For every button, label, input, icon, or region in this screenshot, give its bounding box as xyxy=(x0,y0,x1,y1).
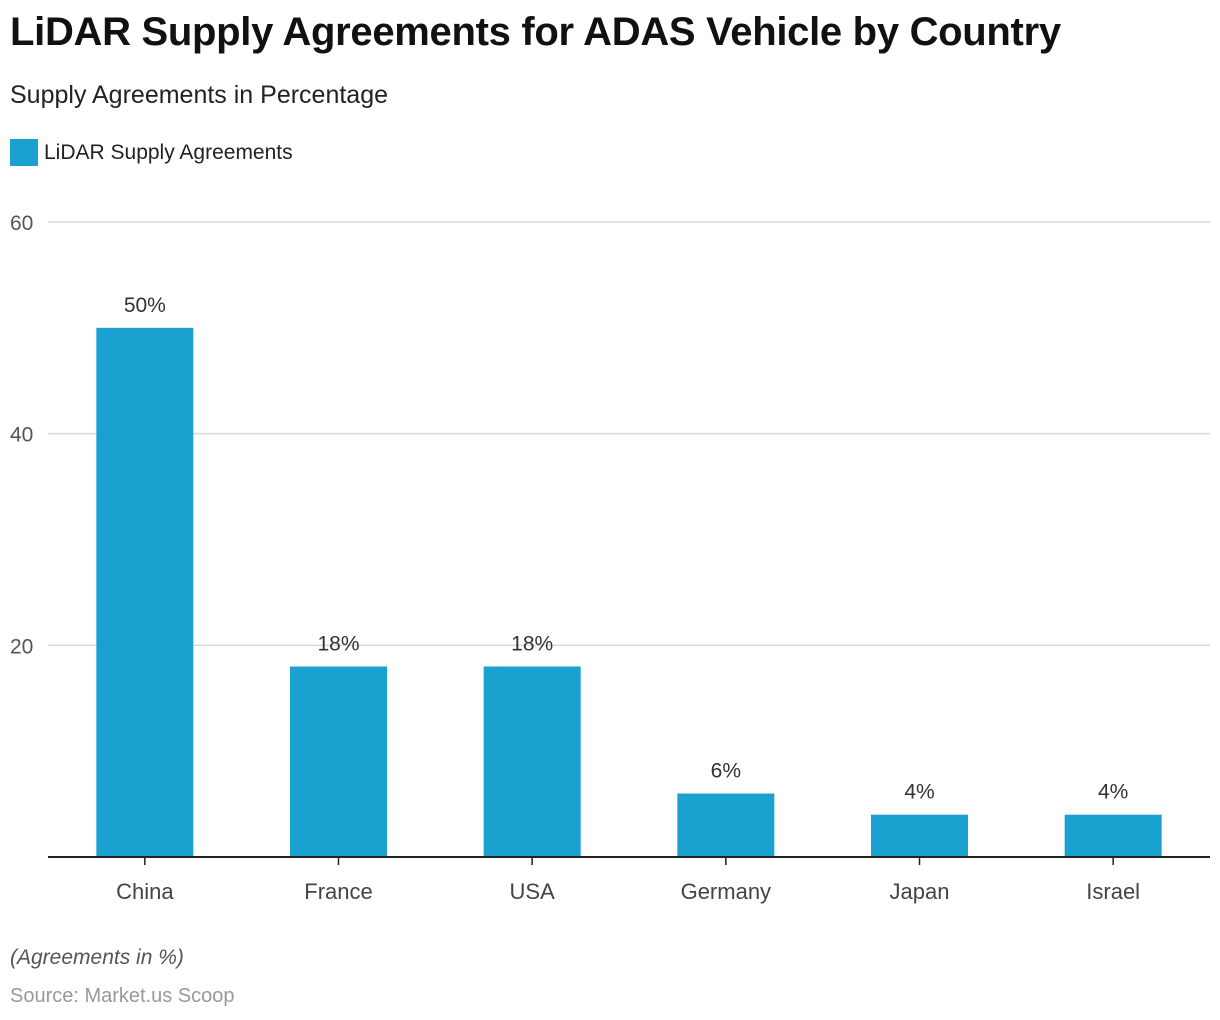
chart-source: Source: Market.us Scoop xyxy=(10,985,235,1007)
x-tick-label: Japan xyxy=(890,879,950,904)
chart-title: LiDAR Supply Agreements for ADAS Vehicle… xyxy=(10,10,1061,54)
bar-japan xyxy=(871,814,968,857)
bar-usa xyxy=(483,666,581,857)
legend-label: LiDAR Supply Agreements xyxy=(44,140,293,164)
x-tick-label: China xyxy=(116,879,174,904)
data-label: 18% xyxy=(511,633,553,656)
data-label: 18% xyxy=(317,633,359,656)
bar-israel xyxy=(1064,814,1162,857)
y-tick-label: 60 xyxy=(10,212,33,235)
bar-france xyxy=(290,666,387,857)
bar-germany xyxy=(677,793,775,857)
chart-subtitle: Supply Agreements in Percentage xyxy=(10,81,389,109)
bar-china xyxy=(96,327,194,857)
chart-note: (Agreements in %) xyxy=(10,946,184,969)
y-tick-label: 40 xyxy=(10,424,33,447)
x-tick-label: France xyxy=(304,879,372,904)
x-tick-label: Israel xyxy=(1086,879,1140,904)
data-label: 50% xyxy=(124,294,166,317)
data-label: 6% xyxy=(711,760,741,783)
y-tick-label: 20 xyxy=(10,635,33,658)
legend-swatch xyxy=(10,139,38,166)
data-label: 4% xyxy=(1098,781,1128,804)
x-tick-label: USA xyxy=(510,879,556,904)
legend: LiDAR Supply Agreements xyxy=(10,139,293,166)
x-tick-label: Germany xyxy=(681,879,771,904)
data-label: 4% xyxy=(904,781,934,804)
